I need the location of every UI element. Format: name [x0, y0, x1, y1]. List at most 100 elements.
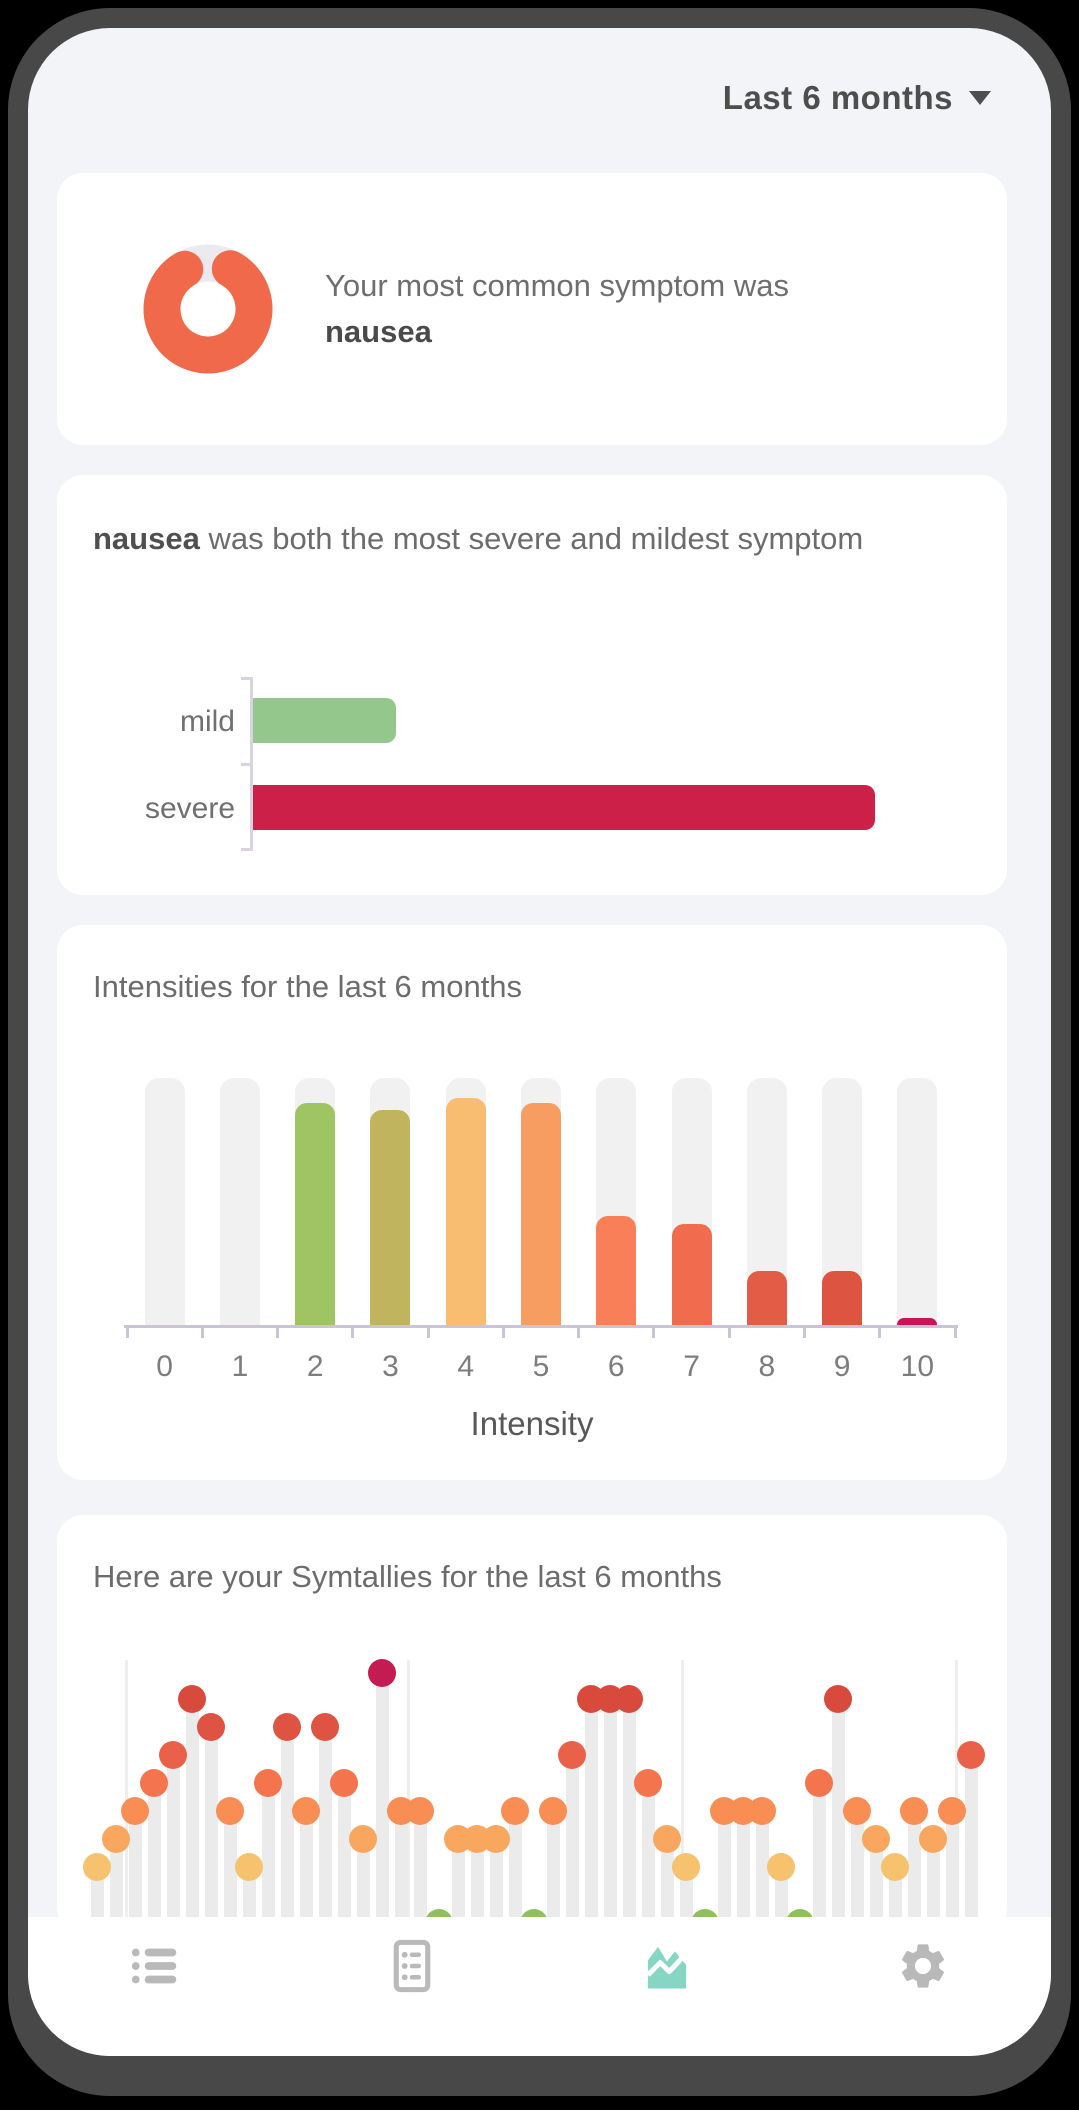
tally-dot: [672, 1853, 700, 1881]
tally-stem: [736, 1811, 750, 1933]
tally-stem: [470, 1839, 484, 1933]
bar: [370, 1110, 411, 1325]
nav-item-log[interactable]: [284, 1917, 540, 2056]
tally-dot: [558, 1741, 586, 1769]
tally-stem: [356, 1839, 370, 1933]
tally-stem: [109, 1839, 123, 1933]
tally-stem: [147, 1783, 161, 1933]
bar: [746, 1271, 787, 1325]
axis-tick: [727, 1325, 731, 1338]
phone-frame: Last 6 months Your most common symptom w…: [8, 8, 1071, 2096]
tally-stem: [584, 1699, 598, 1933]
tally-stem: [128, 1811, 142, 1933]
tally-dot: [805, 1769, 833, 1797]
x-axis-line: [124, 1325, 958, 1328]
tally-stem: [755, 1811, 769, 1933]
tally-stem: [337, 1783, 351, 1933]
period-selector-label: Last 6 months: [722, 79, 953, 116]
tally-stem: [622, 1699, 636, 1933]
symtallies-title: Here are your Symtallies for the last 6 …: [93, 1559, 722, 1594]
tally-stem: [90, 1867, 104, 1933]
month-gridline: [125, 1660, 128, 1933]
axis-tick: [200, 1325, 204, 1338]
axis-tick: [501, 1325, 505, 1338]
month-gridline: [681, 1660, 684, 1933]
tally-stem: [394, 1811, 408, 1933]
tally-stem: [926, 1839, 940, 1933]
symptom-donut-icon: [143, 244, 273, 374]
header: Last 6 months: [28, 72, 991, 124]
x-tick-label: 5: [532, 1350, 550, 1383]
severity-bar-chart: mild severe: [57, 665, 1007, 875]
tally-stem: [831, 1699, 845, 1933]
intensities-card: Intensities for the last 6 months 0 1 2 3 4 5…: [57, 925, 1007, 1480]
bar: [521, 1103, 561, 1325]
tally-dot: [292, 1797, 320, 1825]
category-label: severe: [144, 792, 235, 825]
intensities-title: Intensities for the last 6 months: [93, 969, 523, 1004]
tally-stem: [508, 1811, 522, 1933]
x-tick-label: 3: [382, 1350, 399, 1383]
most-common-line1: Your most common symptom was: [325, 268, 790, 303]
bottom-nav: [28, 1917, 1051, 2056]
x-tick-label: 2: [306, 1350, 324, 1383]
nav-item-settings[interactable]: [795, 1917, 1051, 2056]
tally-stem: [907, 1811, 921, 1933]
period-selector[interactable]: Last 6 months: [723, 79, 991, 117]
tally-dot: [406, 1797, 434, 1825]
most-common-symptom-text: Your most common symptom was nausea: [325, 263, 789, 355]
category-label: mild: [179, 705, 235, 738]
tally-stem: [261, 1783, 275, 1933]
bar-track: [897, 1078, 938, 1325]
x-tick-label: 7: [683, 1350, 700, 1383]
tally-stem: [964, 1755, 978, 1933]
severity-title-symptom: nausea: [93, 521, 200, 556]
x-tick-label: 0: [156, 1350, 173, 1383]
tally-dot: [178, 1685, 206, 1713]
tally-dot: [938, 1797, 966, 1825]
tally-stem: [489, 1839, 503, 1933]
intensity-axis-title: Intensity: [470, 1405, 594, 1442]
axis-tick: [241, 848, 253, 851]
tally-dot: [501, 1797, 529, 1825]
app-screen: Last 6 months Your most common symptom w…: [28, 28, 1051, 2056]
bar: [445, 1098, 486, 1325]
tally-dot: [140, 1769, 168, 1797]
tally-dot: [919, 1825, 947, 1853]
tally-dot: [349, 1825, 377, 1853]
axis-tick: [241, 763, 253, 766]
nav-item-trends[interactable]: [540, 1917, 796, 2056]
tally-stem: [869, 1839, 883, 1933]
trends-chart-icon: [646, 1946, 688, 1989]
tally-stem: [660, 1839, 674, 1933]
axis-tick: [802, 1325, 806, 1338]
tally-stem: [413, 1811, 427, 1933]
tally-dot: [957, 1741, 985, 1769]
axis-tick: [577, 1325, 581, 1338]
tally-stem: [812, 1783, 826, 1933]
axis-tick: [351, 1325, 355, 1338]
tally-dot: [311, 1713, 339, 1741]
x-tick-label: 9: [833, 1350, 851, 1383]
bar: [822, 1271, 863, 1325]
tally-stem: [318, 1727, 332, 1933]
list-icon: [131, 1948, 177, 1984]
bar: [253, 785, 875, 830]
x-tick-label: 8: [758, 1350, 776, 1383]
tally-stem: [850, 1811, 864, 1933]
tally-stem: [223, 1811, 237, 1933]
tally-dot: [368, 1659, 396, 1687]
axis-tick: [241, 677, 253, 680]
nav-item-list[interactable]: [28, 1917, 284, 2056]
tally-dot: [330, 1769, 358, 1797]
tally-stem: [888, 1867, 902, 1933]
tally-dot: [159, 1741, 187, 1769]
bar-track: [144, 1078, 185, 1325]
axis-tick: [652, 1325, 656, 1338]
tally-dot: [653, 1825, 681, 1853]
severity-card: nausea was both the most severe and mild…: [57, 475, 1007, 895]
tally-stem: [242, 1867, 256, 1933]
tally-dot: [273, 1713, 301, 1741]
tally-stem: [641, 1783, 655, 1933]
tally-stem: [945, 1811, 959, 1933]
